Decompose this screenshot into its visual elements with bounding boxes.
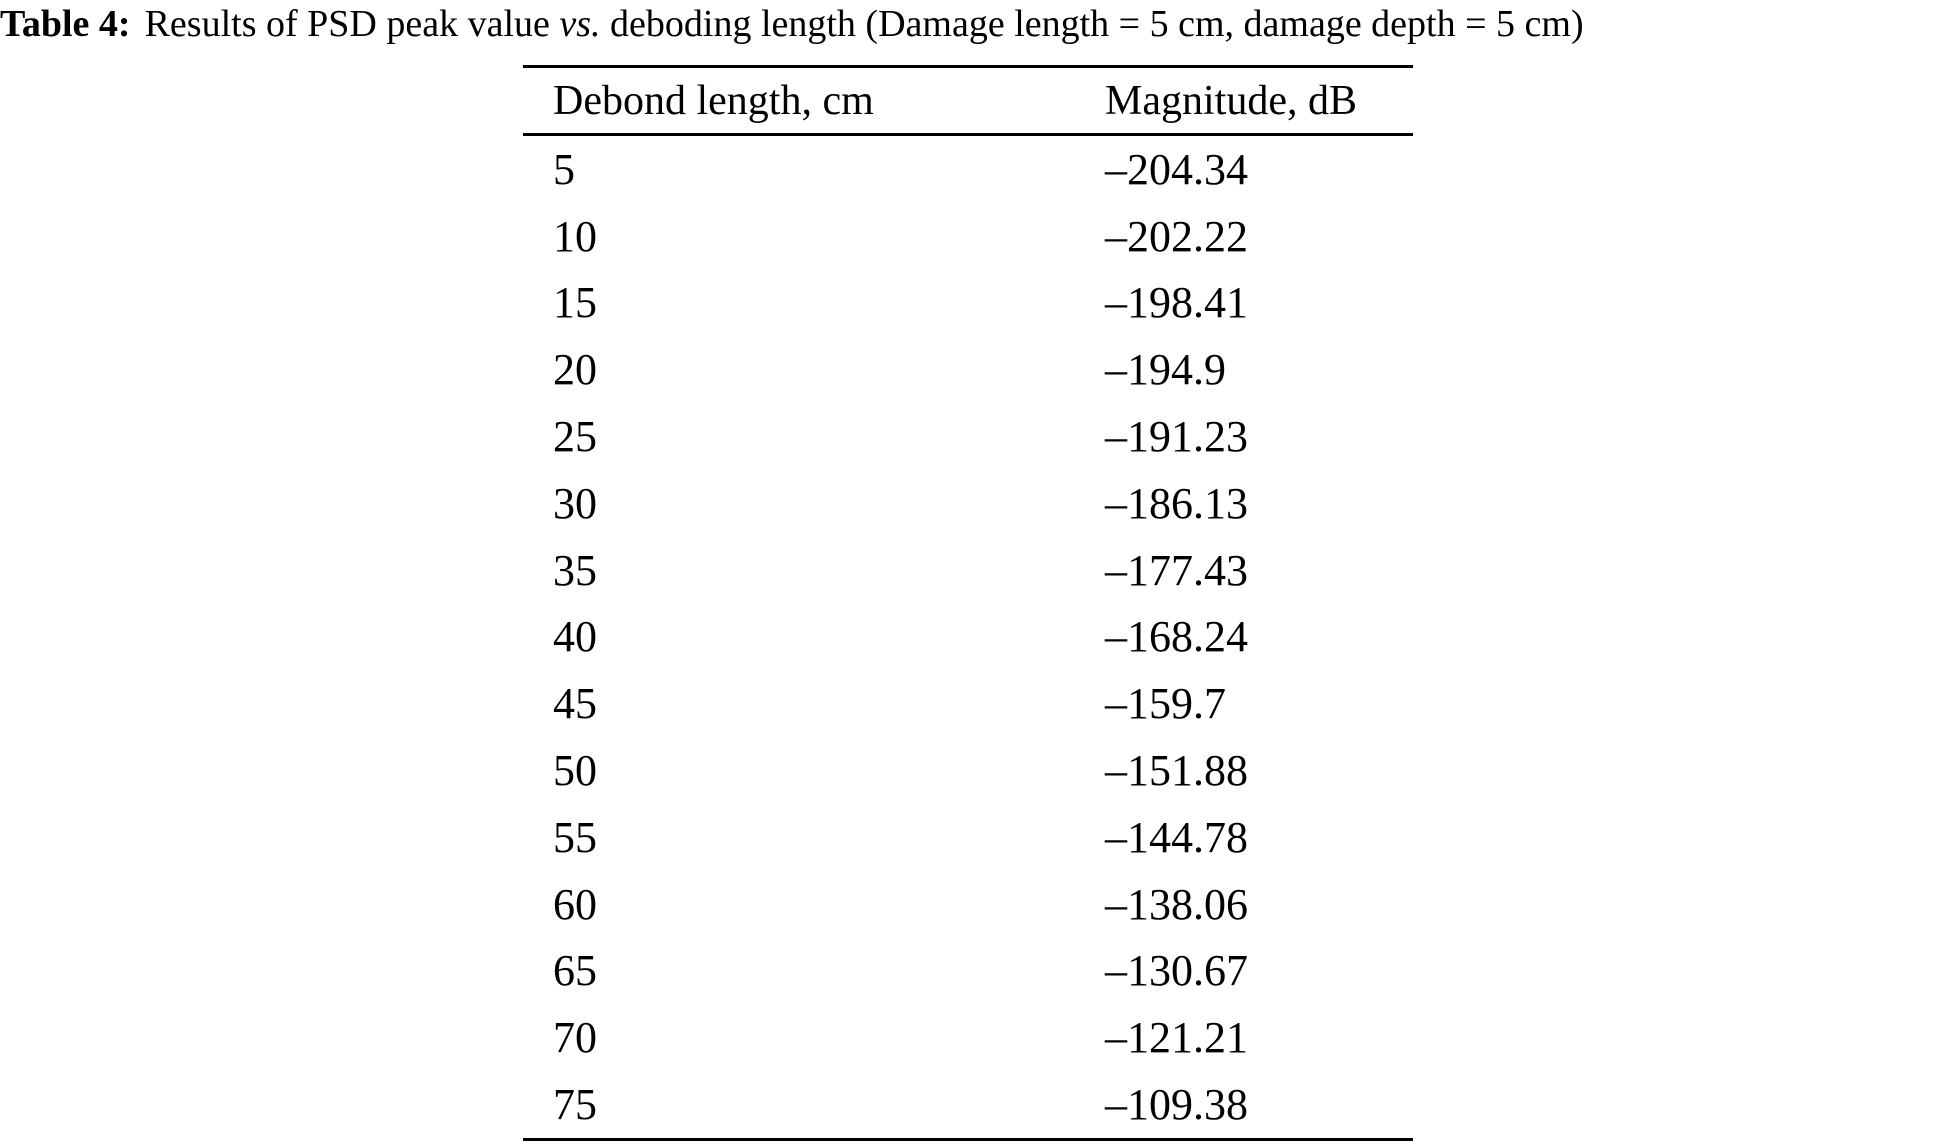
table-row: 25 –191.23 xyxy=(523,403,1413,470)
table-caption-label: Table 4: xyxy=(0,3,131,45)
magnitude-cell: –194.9 xyxy=(1105,345,1226,395)
table-row: 75 –109.38 xyxy=(523,1071,1413,1139)
debond-length-cell: 60 xyxy=(553,879,597,929)
results-table: Debond length, cm Magnitude, dB 5 –204.34… xyxy=(523,65,1413,1141)
caption-text-before-vs: Results of PSD peak value xyxy=(144,3,550,45)
magnitude-cell: –202.22 xyxy=(1105,211,1248,261)
debond-length-cell: 10 xyxy=(553,211,597,261)
table-row: 70 –121.21 xyxy=(523,1004,1413,1071)
table-row: 10 –202.22 xyxy=(523,203,1413,270)
debond-length-cell: 5 xyxy=(553,144,575,194)
magnitude-cell: –144.78 xyxy=(1105,812,1248,862)
magnitude-cell: –121.21 xyxy=(1105,1013,1248,1063)
magnitude-cell: –191.23 xyxy=(1105,412,1248,462)
table-row: 15 –198.41 xyxy=(523,270,1413,337)
magnitude-cell: –198.41 xyxy=(1105,278,1248,328)
table-row: 45 –159.7 xyxy=(523,670,1413,737)
debond-length-cell: 45 xyxy=(553,679,597,729)
caption-text-after-vs: deboding length (Damage length = 5 cm, d… xyxy=(610,3,1584,45)
column-header-magnitude: Magnitude, dB xyxy=(1105,66,1413,136)
magnitude-cell: –177.43 xyxy=(1105,545,1248,595)
magnitude-cell: –109.38 xyxy=(1105,1080,1248,1130)
magnitude-cell: –138.06 xyxy=(1105,879,1248,929)
table-caption: Table 4: Results of PSD peak value vs. de… xyxy=(0,0,1937,48)
debond-length-cell: 30 xyxy=(553,478,597,528)
table-row: 50 –151.88 xyxy=(523,737,1413,804)
table-row: 65 –130.67 xyxy=(523,938,1413,1005)
magnitude-cell: –151.88 xyxy=(1105,746,1248,796)
table-row: 30 –186.13 xyxy=(523,470,1413,537)
debond-length-cell: 25 xyxy=(553,412,597,462)
debond-length-cell: 35 xyxy=(553,545,597,595)
debond-length-cell: 65 xyxy=(553,946,597,996)
debond-length-cell: 15 xyxy=(553,278,597,328)
debond-length-cell: 40 xyxy=(553,612,597,662)
table-row: 40 –168.24 xyxy=(523,604,1413,671)
table-body: 5 –204.34 10 –202.22 15 –198.41 20 –194.9 25 –191… xyxy=(523,135,1413,1140)
table-row: 20 –194.9 xyxy=(523,336,1413,403)
caption-vs: vs. xyxy=(559,3,601,45)
debond-length-cell: 50 xyxy=(553,746,597,796)
debond-length-cell: 20 xyxy=(553,345,597,395)
magnitude-cell: –204.34 xyxy=(1105,144,1248,194)
magnitude-cell: –168.24 xyxy=(1105,612,1248,662)
magnitude-cell: –186.13 xyxy=(1105,478,1248,528)
column-header-debond-length: Debond length, cm xyxy=(523,66,1105,136)
magnitude-cell: –159.7 xyxy=(1105,679,1226,729)
debond-length-cell: 75 xyxy=(553,1080,597,1130)
table-row: 5 –204.34 xyxy=(523,135,1413,203)
table-header-row: Debond length, cm Magnitude, dB xyxy=(523,66,1413,136)
table-row: 35 –177.43 xyxy=(523,537,1413,604)
debond-length-cell: 70 xyxy=(553,1013,597,1063)
debond-length-cell: 55 xyxy=(553,812,597,862)
table-row: 55 –144.78 xyxy=(523,804,1413,871)
table-row: 60 –138.06 xyxy=(523,871,1413,938)
magnitude-cell: –130.67 xyxy=(1105,946,1248,996)
table-head: Debond length, cm Magnitude, dB xyxy=(523,66,1413,136)
